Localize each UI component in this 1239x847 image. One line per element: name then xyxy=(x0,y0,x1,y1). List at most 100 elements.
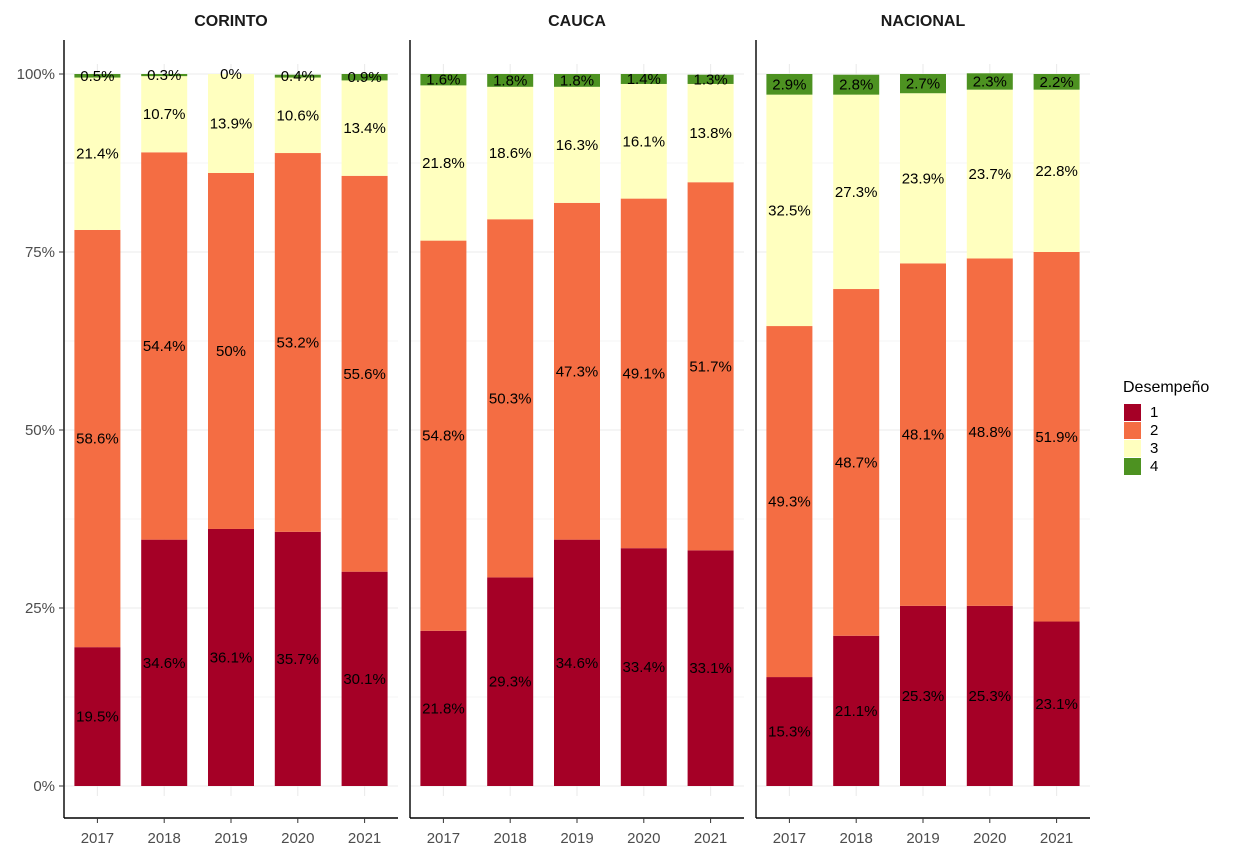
data-label-2021-level-4: 2.2% xyxy=(1039,74,1073,91)
x-tick-label: 2019 xyxy=(560,830,593,847)
y-tick-label: 75% xyxy=(25,244,55,261)
bar-segment-2021-level-2 xyxy=(341,175,388,572)
data-label-2021-level-2: 51.9% xyxy=(1035,429,1078,446)
bar-segment-2018-level-3 xyxy=(833,94,880,290)
bar-segment-2020-level-3 xyxy=(966,89,1013,259)
data-label-2017-level-4: 2.9% xyxy=(772,76,806,93)
bar-segment-2019-level-2 xyxy=(900,263,946,606)
data-label-2020-level-3: 10.6% xyxy=(277,107,320,124)
data-label-2021-level-3: 13.4% xyxy=(343,120,386,137)
bar-segment-2019-level-4 xyxy=(900,74,946,94)
bar-segment-2020-level-2 xyxy=(620,198,667,549)
data-label-2017-level-1: 19.5% xyxy=(76,709,119,726)
data-label-2017-level-2: 49.3% xyxy=(768,494,811,511)
data-label-2018-level-2: 50.3% xyxy=(489,390,532,407)
bar-segment-2019-level-3 xyxy=(900,93,946,264)
legend-label-3: 3 xyxy=(1150,440,1158,457)
bar-segment-2019-level-1 xyxy=(554,539,600,786)
legend-label-4: 4 xyxy=(1150,458,1158,475)
data-label-2019-level-2: 48.1% xyxy=(902,427,945,444)
data-label-2018-level-3: 18.6% xyxy=(489,145,532,162)
bar-segment-2020-level-4 xyxy=(274,74,321,78)
bar-segment-2018-level-1 xyxy=(487,577,534,786)
x-axis: 2017 2018 2019 2020 2021 xyxy=(410,817,744,847)
bar-segment-2017-level-4 xyxy=(766,74,813,95)
data-label-2021-level-4: 0.9% xyxy=(347,69,381,86)
x-tick-label: 2018 xyxy=(840,830,873,847)
data-label-2017-level-2: 58.6% xyxy=(76,431,119,448)
data-label-2020-level-4: 0.4% xyxy=(281,68,315,85)
data-label-2021-level-2: 51.7% xyxy=(689,358,732,375)
bar-segment-2019-level-2 xyxy=(208,172,254,529)
bar-segment-2017-level-2 xyxy=(74,229,121,648)
bar-segment-2017-level-1 xyxy=(420,630,467,786)
bar-segment-2021-level-1 xyxy=(341,571,388,786)
data-label-2020-level-4: 1.4% xyxy=(627,71,661,88)
data-label-2017-level-4: 1.6% xyxy=(426,72,460,89)
data-label-2020-level-3: 23.7% xyxy=(969,166,1012,183)
data-label-2018-level-1: 21.1% xyxy=(835,703,878,720)
data-label-2017-level-4: 0.5% xyxy=(80,68,114,85)
bar-segment-2021-level-1 xyxy=(687,550,734,786)
x-tick-label: 2017 xyxy=(773,830,806,847)
x-tick-label: 2021 xyxy=(348,830,381,847)
bars xyxy=(766,73,1080,786)
panel-cauca: CAUCA 21.8% 54.8% 21.8% 1.6% 29.3% 50.3% 18.6% 1… xyxy=(409,13,744,847)
bar-segment-2021-level-3 xyxy=(1033,89,1080,252)
bar-segment-2020-level-4 xyxy=(620,74,667,84)
bar-segment-2020-level-2 xyxy=(274,153,321,532)
bar-segment-2018-level-2 xyxy=(141,152,188,540)
data-label-2018-level-1: 34.6% xyxy=(143,655,186,672)
x-tick-label: 2021 xyxy=(694,830,727,847)
data-label-2020-level-1: 35.7% xyxy=(277,651,320,668)
panel-nacional: NACIONAL 15.3% 49.3% 32.5% 2.9% 21.1% 48.7% 27.… xyxy=(755,13,1090,847)
data-label-2019-level-3: 23.9% xyxy=(902,170,945,187)
data-label-2018-level-4: 2.8% xyxy=(839,77,873,94)
x-tick-label: 2018 xyxy=(494,830,527,847)
bar-segment-2019-level-1 xyxy=(208,528,254,786)
bar-segment-2017-level-3 xyxy=(420,85,467,241)
data-label-2019-level-3: 13.9% xyxy=(210,115,253,132)
data-label-2020-level-1: 33.4% xyxy=(623,659,666,676)
data-label-2018-level-4: 0.3% xyxy=(147,67,181,84)
bar-segment-2019-level-1 xyxy=(900,605,946,786)
bar-segment-2021-level-4 xyxy=(687,74,734,84)
data-label-2017-level-3: 32.5% xyxy=(768,202,811,219)
data-labels: 21.8% 54.8% 21.8% 1.6% 29.3% 50.3% 18.6% 1.8% 34… xyxy=(422,71,732,717)
data-label-2020-level-3: 16.1% xyxy=(623,133,666,150)
legend-key-2 xyxy=(1124,422,1141,439)
data-labels: 19.5% 58.6% 21.4% 0.5% 34.6% 54.4% 10.7% 0.3% 36… xyxy=(76,66,386,726)
bar-segment-2017-level-2 xyxy=(420,240,467,631)
bar-segment-2021-level-4 xyxy=(341,74,388,81)
bar-segment-2018-level-2 xyxy=(487,219,534,578)
data-label-2018-level-3: 10.7% xyxy=(143,106,186,123)
bar-segment-2017-level-3 xyxy=(766,94,813,327)
legend-label-2: 2 xyxy=(1150,422,1158,439)
data-label-2019-level-1: 36.1% xyxy=(210,649,253,666)
bar-segment-2021-level-3 xyxy=(341,80,388,176)
facet-panels: CORINTO 19.5% 58.6% 21.4% 0.5% 34.6% 54.4% 10.7… xyxy=(17,13,1090,847)
bars xyxy=(420,74,734,786)
bar-segment-2018-level-4 xyxy=(833,74,880,95)
data-label-2018-level-2: 54.4% xyxy=(143,338,186,355)
bar-segment-2018-level-3 xyxy=(487,86,534,220)
x-tick-label: 2020 xyxy=(973,830,1006,847)
bar-segment-2017-level-2 xyxy=(766,326,813,678)
x-tick-label: 2021 xyxy=(1040,830,1073,847)
legend-label-1: 1 xyxy=(1150,404,1158,421)
x-tick-label: 2019 xyxy=(906,830,939,847)
bar-segment-2018-level-1 xyxy=(833,635,880,786)
y-tick-label: 50% xyxy=(25,422,55,439)
data-label-2018-level-3: 27.3% xyxy=(835,184,878,201)
facet-title: NACIONAL xyxy=(881,13,966,30)
data-label-2020-level-2: 49.1% xyxy=(623,365,666,382)
data-label-2019-level-4: 0% xyxy=(220,66,242,83)
data-label-2017-level-3: 21.8% xyxy=(422,155,465,172)
data-label-2019-level-2: 47.3% xyxy=(556,363,599,380)
bar-segment-2021-level-1 xyxy=(1033,621,1080,786)
data-label-2017-level-1: 21.8% xyxy=(422,700,465,717)
bar-segment-2017-level-1 xyxy=(766,677,813,786)
legend-key-3 xyxy=(1124,440,1141,457)
data-label-2019-level-3: 16.3% xyxy=(556,137,599,154)
